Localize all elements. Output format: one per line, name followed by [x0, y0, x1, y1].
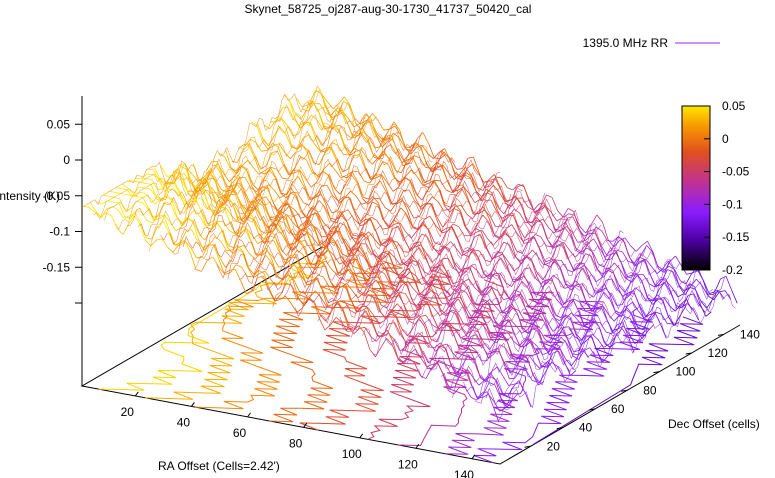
y-tick — [556, 427, 563, 430]
surface-mesh — [81, 85, 738, 423]
z-tick-label: -0.05 — [43, 189, 71, 203]
chart-title: Skynet_58725_oj287-aug-30-1730_41737_504… — [245, 2, 532, 16]
x-tick — [303, 423, 308, 428]
x-tick-label: 140 — [454, 468, 474, 478]
x-tick-label: 20 — [121, 405, 135, 419]
contour-line — [269, 260, 422, 423]
z-tick-label: 0.05 — [47, 117, 71, 131]
y-tick-label: 20 — [547, 439, 561, 453]
colorbar-tick-label: 0.05 — [722, 99, 746, 113]
colorbar-tick-label: -0.15 — [722, 230, 750, 244]
y-tick-label: 100 — [675, 365, 695, 379]
y-tick — [653, 371, 660, 374]
y-tick-label: 80 — [643, 383, 657, 397]
z-tick-label: 0 — [63, 153, 70, 167]
colorbar-tick-label: -0.05 — [722, 165, 750, 179]
contour-line — [98, 256, 322, 391]
x-tick — [191, 402, 195, 407]
colorbar-tick-label: -0.1 — [722, 197, 743, 211]
x-tick-label: 40 — [177, 415, 191, 429]
y-tick-label: 40 — [579, 421, 593, 435]
x-tick-label: 80 — [289, 436, 303, 450]
z-axis: 0.05 0 -0.05 -0.1 -0.15 — [43, 96, 83, 386]
colorbar-tick-label: -0.2 — [722, 263, 743, 277]
contour-line — [145, 250, 329, 400]
y-axis: 20 40 60 80 100 120 140 — [524, 327, 760, 453]
y-tick — [588, 408, 596, 411]
contour-line — [398, 291, 554, 447]
x-axis-label: RA Offset (Cells=2.42') — [158, 459, 280, 473]
contour-line — [444, 300, 604, 455]
colorbar-tick-label: 0 — [722, 132, 729, 146]
z-tick-label: -0.15 — [43, 260, 71, 274]
x-tick — [359, 433, 364, 439]
y-axis-label: Dec Offset (cells) — [668, 417, 760, 431]
x-tick — [247, 412, 251, 418]
contour-line — [533, 316, 704, 445]
x-tick-label: 120 — [398, 457, 418, 471]
x-tick — [471, 454, 476, 460]
y-tick-label: 60 — [611, 402, 625, 416]
y-tick-label: 120 — [708, 346, 728, 360]
legend-label: 1395.0 MHz RR — [583, 36, 669, 50]
y-tick — [685, 352, 692, 355]
colorbar — [681, 105, 711, 271]
z-axis-label: Intensity (K) — [0, 189, 60, 203]
x-tick-label: 100 — [342, 447, 362, 461]
y-tick-label: 140 — [740, 327, 760, 341]
y-tick — [524, 445, 531, 448]
x-tick — [415, 443, 420, 449]
y-tick — [717, 333, 724, 336]
x-axis: 20 40 60 80 100 120 140 — [121, 391, 476, 478]
base-plane — [80, 246, 741, 465]
y-tick — [621, 389, 628, 392]
x-tick-label: 60 — [233, 426, 247, 440]
x-tick — [134, 391, 139, 397]
colorbar-axis: 0.05 0 -0.05 -0.1 -0.15 -0.2 — [704, 99, 750, 277]
z-tick-label: -0.1 — [49, 225, 70, 239]
